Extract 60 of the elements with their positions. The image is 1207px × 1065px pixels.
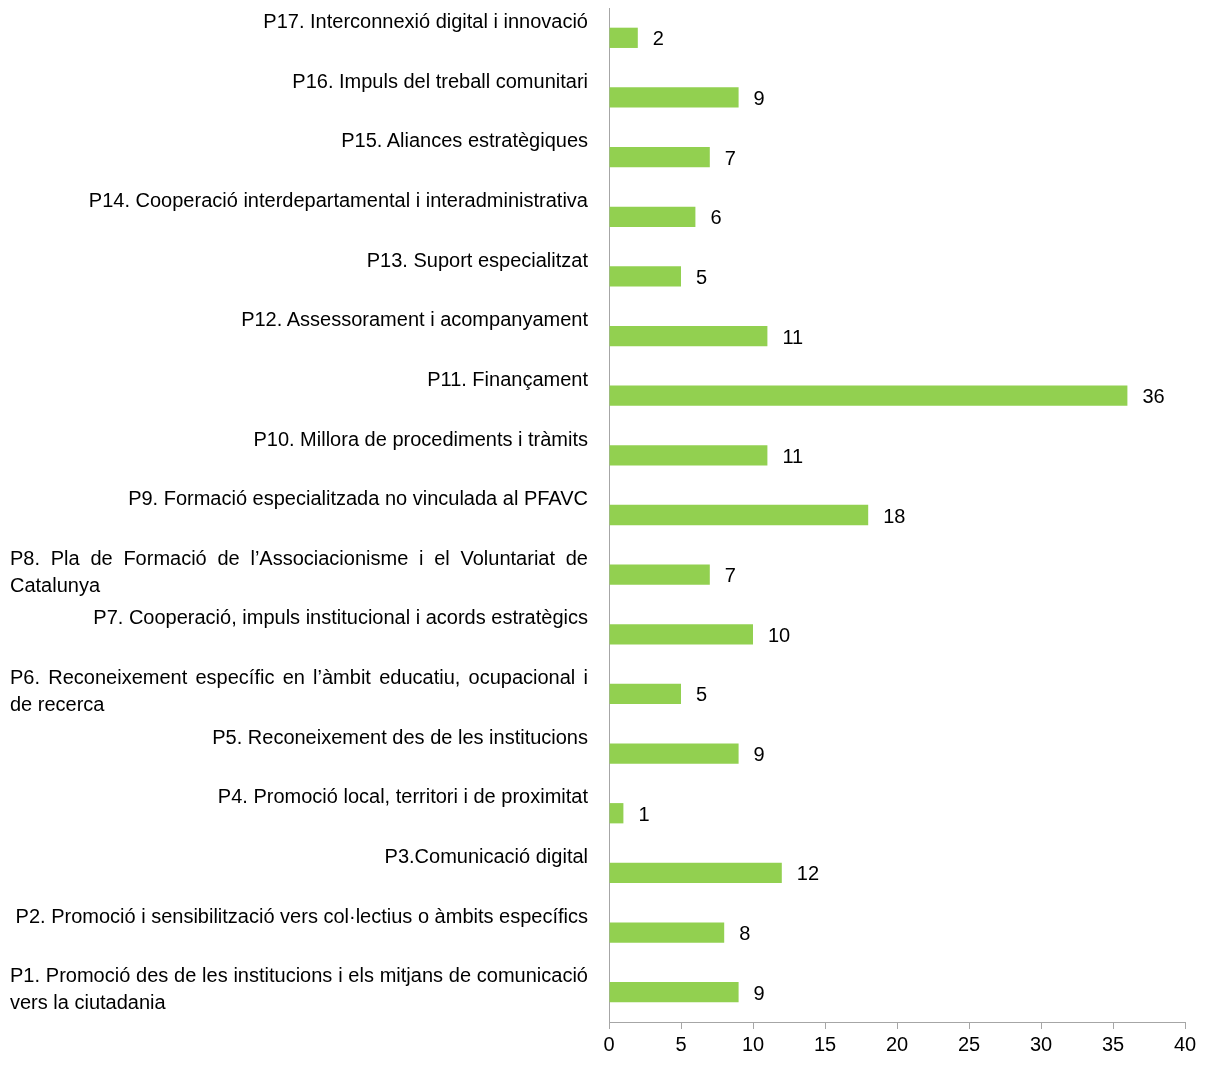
y-tick-label: P9. Formació especialitzada no vinculada al PFAVC (127, 486, 588, 512)
x-tick-label: 35 (1101, 1032, 1125, 1055)
y-tick-label: P8. Pla de Formació de l’Associacionisme i el Voluntariat de Catalunya (10, 545, 588, 598)
data-label: 5 (696, 265, 708, 288)
x-tick-label: 5 (675, 1032, 687, 1055)
data-label: 12 (796, 862, 820, 885)
x-tick-label: 0 (603, 1032, 615, 1055)
data-label: 5 (696, 683, 708, 706)
bar (609, 564, 710, 585)
y-tick-label: P17. Interconnexió digital i innovació (262, 9, 588, 34)
bar (609, 683, 681, 705)
bar (609, 27, 638, 48)
bar (609, 862, 782, 884)
bar (609, 146, 710, 168)
data-label: 10 (768, 623, 791, 646)
y-tick-label: P5. Reconeixement des de les institucions (211, 724, 588, 750)
bar (609, 982, 739, 1003)
bar (609, 624, 753, 645)
y-tick-label: P15. Aliances estratègiques (340, 128, 588, 154)
data-label: 8 (739, 922, 751, 945)
bar (609, 445, 768, 466)
y-tick-label: P13. Suport especialitzat (365, 247, 588, 273)
x-tick-label: 20 (885, 1032, 909, 1055)
data-label: 1 (638, 802, 650, 825)
y-tick-label: P12. Assessorament i acompanyament (240, 307, 588, 333)
y-tick-label: P2. Promoció i sensibilització vers col·lectius o àmbits específics (14, 903, 588, 929)
bar (609, 803, 624, 824)
y-tick-label: P3.Comunicació digital (383, 844, 588, 870)
bar (609, 87, 739, 108)
y-tick-label: P6. Reconeixement específic en l’àmbit educatiu, ocupacional i de recerca (10, 665, 588, 718)
data-label: 11 (782, 444, 804, 467)
data-label: 18 (883, 504, 906, 527)
bar (609, 922, 725, 943)
data-label: 36 (1142, 385, 1165, 408)
y-tick-label: P10. Millora de procediments i tràmits (252, 426, 588, 452)
y-tick-label: P4. Promoció local, territori i de proximitat (216, 784, 588, 810)
data-label: 6 (710, 206, 722, 229)
data-label: 11 (782, 325, 804, 348)
data-label: 9 (753, 981, 765, 1004)
bar (609, 325, 768, 347)
x-tick-label: 10 (741, 1032, 765, 1055)
x-tick-label: 15 (813, 1032, 837, 1055)
y-tick-label: P1. Promoció des de les institucions i els mitjans de comunicació vers la ciutadania (10, 963, 588, 1016)
bar (609, 266, 681, 287)
x-tick-label: 30 (1029, 1032, 1053, 1055)
data-label: 9 (753, 743, 765, 766)
bar (609, 385, 1128, 406)
bar (609, 504, 869, 526)
y-tick-label: P14. Cooperació interdepartamental i interadministrativa (87, 187, 588, 213)
data-label: 9 (753, 86, 765, 109)
data-label: 2 (652, 27, 664, 50)
y-tick-label: P11. Finançament (426, 366, 588, 392)
bar (609, 743, 739, 764)
data-label: 7 (724, 564, 736, 587)
y-tick-label: P16. Impuls del treball comunitari (291, 68, 588, 94)
bar (609, 206, 696, 227)
x-tick-label: 40 (1173, 1032, 1197, 1055)
x-tick-label: 25 (957, 1032, 981, 1055)
data-label: 7 (724, 146, 736, 169)
y-tick-label: P7. Cooperació, impuls institucional i acords estratègics (92, 605, 588, 631)
